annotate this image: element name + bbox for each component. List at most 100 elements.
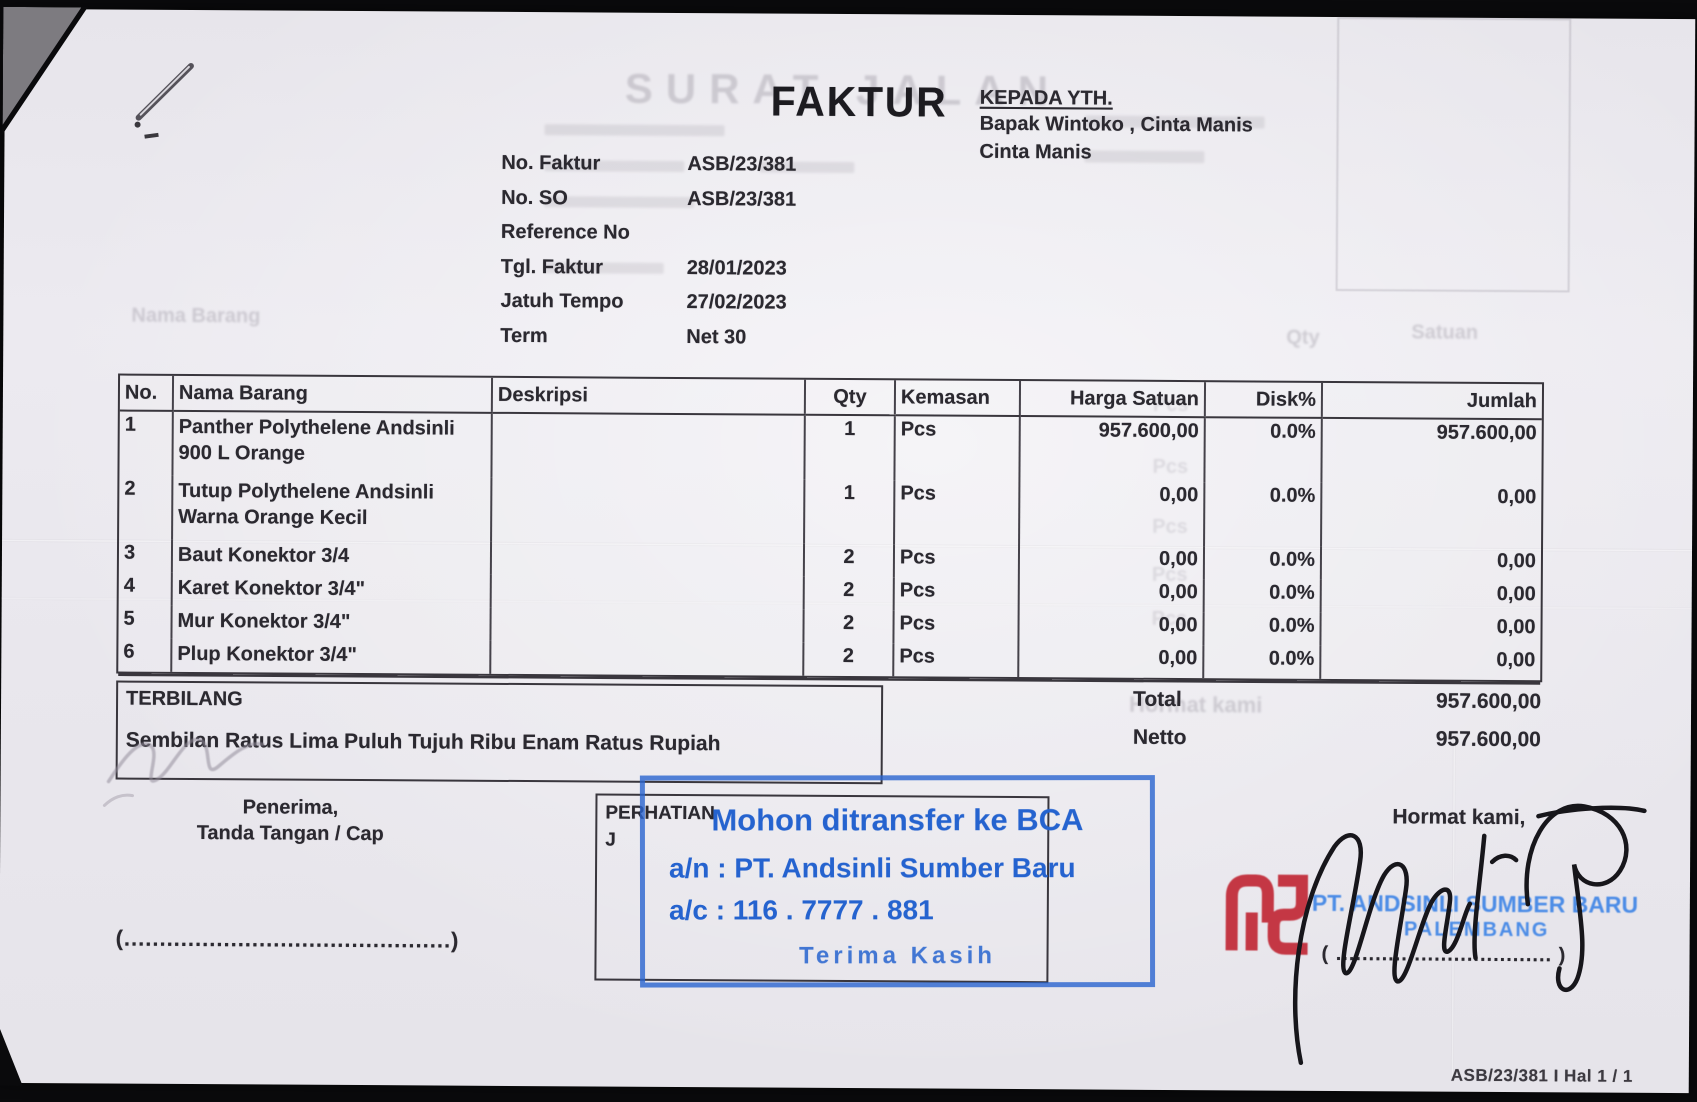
table-cell: 0,00	[1320, 579, 1541, 615]
total-label: Total	[1133, 687, 1182, 712]
items-table: No. Nama Barang Deskripsi Qty Kemasan Harga S…	[116, 373, 1545, 683]
table-cell: Pcs	[893, 544, 1020, 579]
table-cell	[491, 412, 805, 480]
column-header: Jumlah	[1321, 382, 1543, 420]
table-cell: 2	[803, 609, 894, 644]
invoice-meta: No. Faktur ASB/23/381 No. SO ASB/23/381 Re…	[500, 152, 796, 361]
ghost-qty-text: Qty	[1286, 326, 1320, 349]
column-header: Deskripsi	[491, 377, 806, 415]
table-cell: 0,00	[1019, 481, 1205, 547]
terbilang-label: TERBILANG	[126, 687, 243, 711]
ghost-nama-barang-text: Nama Barang	[131, 304, 261, 328]
stamp-line-account-number: a/c : 116 . 7777 . 881	[668, 894, 934, 926]
table-cell: 0,00	[1321, 482, 1542, 549]
recipient-name: Bapak Wintoko , Cinta Manis	[979, 112, 1253, 137]
table-cell: 0.0%	[1203, 612, 1321, 646]
items-tbody: 1 Panther Polythelene Andsinli 900 L Oran…	[118, 410, 1542, 681]
table-cell: Pcs	[893, 577, 1019, 612]
table-cell: Mur Konektor 3/4"	[171, 605, 491, 641]
pencil-signature	[102, 737, 265, 807]
table-cell: 1	[804, 414, 895, 481]
field-label: Jatuh Tempo	[500, 290, 624, 314]
table-cell: 0.0%	[1204, 417, 1322, 483]
field-label: Reference No	[500, 221, 630, 244]
table-cell: 6	[123, 640, 135, 663]
stamp-line-transfer: Mohon ditransfer ke BCA	[711, 802, 1084, 838]
paper-sheet: SURAT JALAN Nama Barang Qty Satuan Pcs Pc…	[0, 9, 1696, 1094]
bank-transfer-stamp: Mohon ditransfer ke BCA a/n : PT. Andsin…	[639, 775, 1156, 988]
meta-row: Term Net 30	[500, 325, 795, 361]
table-cell: Pcs	[894, 480, 1020, 546]
table-cell: 2	[803, 543, 895, 578]
table-cell: 0.0%	[1203, 579, 1321, 613]
table-cell: Pcs	[894, 415, 1020, 482]
table-cell	[490, 607, 804, 643]
table-cell: Tutup Polythelene Andsinli Warna Orange …	[172, 475, 492, 542]
table-cell: Plup Konektor 3/4"	[171, 638, 491, 674]
netto-label: Netto	[1132, 725, 1187, 750]
table-cell: Karet Konektor 3/4"	[171, 572, 491, 608]
table-cell: 2	[124, 477, 136, 500]
field-value: Net 30	[686, 325, 747, 349]
column-header: Harga Satuan	[1019, 381, 1206, 418]
table-cell: Baut Konektor 3/4	[171, 539, 492, 575]
penerima-sublabel: Tanda Tangan / Cap	[196, 822, 384, 846]
ink-signature	[1292, 803, 1647, 1066]
meta-row: Jatuh Tempo 27/02/2023	[500, 290, 795, 326]
table-cell: 0,00	[1018, 578, 1204, 613]
staple-icon	[134, 62, 194, 139]
table-row: 1 Panther Polythelene Andsinli 900 L Oran…	[119, 410, 1542, 485]
field-label: Term	[500, 324, 548, 348]
table-cell: 1	[124, 413, 136, 436]
perhatian-text: J	[605, 829, 616, 851]
document-title: FAKTUR	[770, 77, 948, 126]
column-header: Disk%	[1204, 382, 1323, 418]
field-label: Tgl. Faktur	[500, 255, 604, 279]
corner-fold-bottom	[0, 1022, 23, 1086]
table-cell: 0.0%	[1203, 645, 1321, 679]
penerima-signature-line: (.......................................…	[115, 925, 460, 953]
table-cell: 0,00	[1018, 611, 1204, 646]
table-cell: 957.600,00	[1321, 417, 1542, 485]
field-value: 28/01/2023	[686, 256, 787, 280]
table-cell: Pcs	[893, 610, 1019, 645]
ghost-smudge	[544, 124, 725, 137]
table-cell: Pcs	[893, 643, 1019, 678]
column-header: No.	[119, 375, 174, 411]
netto-value: 957.600,00	[1435, 727, 1541, 752]
stamp-line-account-name: a/n : PT. Andsinli Sumber Baru	[668, 852, 1076, 884]
total-value: 957.600,00	[1435, 689, 1542, 714]
field-value: ASB/23/381	[687, 187, 797, 211]
field-value: 27/02/2023	[686, 291, 787, 315]
table-cell: 0.0%	[1203, 546, 1322, 580]
table-cell: 3	[123, 541, 136, 564]
meta-row: No. SO ASB/23/381	[501, 186, 796, 222]
table-cell	[490, 541, 805, 577]
page-reference: ASB/23/381 I Hal 1 / 1	[1450, 1065, 1633, 1086]
meta-row: Reference No	[501, 221, 796, 257]
meta-row: Tgl. Faktur 28/01/2023	[501, 256, 796, 292]
column-header: Nama Barang	[172, 375, 493, 413]
ghost-satuan-text: Satuan	[1411, 321, 1479, 344]
table-cell: 1	[804, 479, 895, 545]
stamp-line-thanks: Terima Kasih	[799, 942, 997, 970]
field-label: No. SO	[501, 186, 568, 209]
table-cell: 0,00	[1320, 612, 1541, 648]
ghost-smudge	[1084, 150, 1205, 164]
table-cell: 4	[123, 574, 135, 597]
company-logo-stamp	[1225, 874, 1309, 955]
table-cell: 0,00	[1320, 645, 1541, 681]
table-cell: 0,00	[1018, 545, 1205, 580]
table-cell	[490, 640, 804, 676]
table-cell: 0,00	[1320, 546, 1542, 582]
recipient-label: KEPADA YTH.	[979, 86, 1113, 110]
table-cell: Panther Polythelene Andsinli 900 L Orang…	[172, 410, 492, 478]
table-row: 2 Tutup Polythelene Andsinli Warna Orange…	[119, 475, 1542, 549]
column-header: Kemasan	[894, 380, 1021, 417]
table-cell: 2	[803, 576, 894, 611]
field-label: No. Faktur	[501, 151, 601, 175]
table-cell: 0.0%	[1204, 482, 1322, 547]
recipient-city: Cinta Manis	[979, 140, 1092, 164]
table-cell	[491, 477, 805, 544]
